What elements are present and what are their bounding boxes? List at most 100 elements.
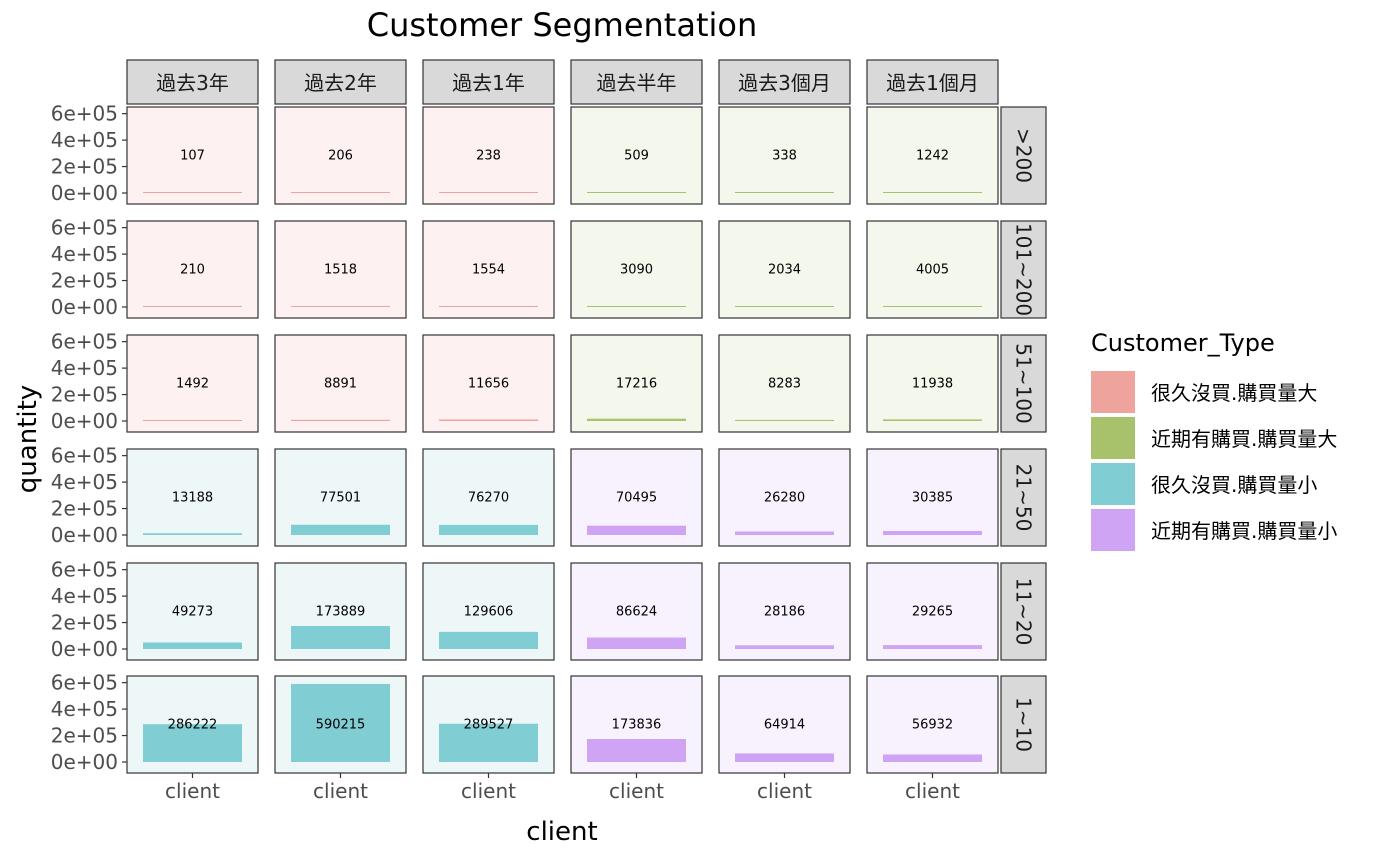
data-label-r3-c1: 1492 xyxy=(176,377,209,392)
y-tick-label-r5-3: 4e+05 xyxy=(51,584,118,608)
data-label-r5-c2: 173889 xyxy=(316,605,366,620)
bar-r1-c6 xyxy=(883,192,982,193)
legend-label-3: 很久沒買.購買量小 xyxy=(1151,473,1317,497)
panel-bg-r3-c6 xyxy=(867,335,998,432)
column-strip-6 xyxy=(866,59,999,105)
panel-bg-r2-c1 xyxy=(127,221,258,318)
data-label-r4-c3: 76270 xyxy=(468,491,509,506)
data-label-r6-c3: 289527 xyxy=(464,718,514,733)
panel-border-r1-c4 xyxy=(570,106,703,205)
y-tick-label-r5-4: 6e+05 xyxy=(51,558,118,582)
column-strip-1 xyxy=(126,59,259,105)
panel-bg-r4-c5 xyxy=(719,449,850,546)
bar-r2-c5 xyxy=(735,306,834,307)
data-label-r4-c1: 13188 xyxy=(172,491,213,506)
panel-bg-r1-c6 xyxy=(867,107,998,204)
column-strip-5 xyxy=(718,59,851,105)
legend-key-2 xyxy=(1091,417,1135,459)
y-tick-label-r4-2: 2e+05 xyxy=(51,497,118,521)
panel-bg-r1-c5 xyxy=(719,107,850,204)
data-label-r2-c4: 3090 xyxy=(620,263,653,278)
y-tick-label-r3-3: 4e+05 xyxy=(51,356,118,380)
panel-border-r3-c4 xyxy=(570,334,703,433)
bar-r3-c4 xyxy=(587,418,686,421)
panel-bg-r2-c2 xyxy=(275,221,406,318)
panel-border-r4-c1 xyxy=(126,448,259,547)
panel-bg-r2-c3 xyxy=(423,221,554,318)
y-tick-label-r6-4: 6e+05 xyxy=(51,671,118,695)
panel-border-r2-c3 xyxy=(422,220,555,319)
x-tick-label-2: client xyxy=(313,779,368,803)
data-label-r2-c5: 2034 xyxy=(768,263,801,278)
bar-r5-c1 xyxy=(143,642,242,649)
y-tick-label-r6-3: 4e+05 xyxy=(51,697,118,721)
row-strip-label-2: 101~200 xyxy=(1012,223,1036,316)
data-label-r4-c4: 70495 xyxy=(616,491,657,506)
data-label-r5-c1: 49273 xyxy=(172,605,213,620)
row-strip-4 xyxy=(1000,448,1047,547)
bar-r2-c4 xyxy=(587,306,686,307)
chart-title: Customer Segmentation xyxy=(367,6,758,44)
row-strip-3 xyxy=(1000,334,1047,433)
y-tick-label-r1-4: 6e+05 xyxy=(51,102,118,126)
bar-r6-c3 xyxy=(439,723,538,762)
legend-label-1: 很久沒買.購買量大 xyxy=(1151,381,1317,405)
bar-r4-c1 xyxy=(143,533,242,535)
panel-border-r1-c6 xyxy=(866,106,999,205)
data-label-r5-c5: 28186 xyxy=(764,605,805,620)
legend-key-4 xyxy=(1091,509,1135,551)
data-label-r6-c4: 173836 xyxy=(612,718,662,733)
bar-r6-c6 xyxy=(883,754,982,762)
column-strip-label-2: 過去2年 xyxy=(304,71,377,95)
panel-bg-r1-c4 xyxy=(571,107,702,204)
data-label-r4-c5: 26280 xyxy=(764,491,805,506)
data-label-r1-c5: 338 xyxy=(772,149,797,164)
panel-border-r3-c6 xyxy=(866,334,999,433)
data-label-r6-c6: 56932 xyxy=(912,718,953,733)
row-strip-label-6: 1~10 xyxy=(1012,697,1036,752)
panel-border-r5-c5 xyxy=(718,562,851,661)
data-label-r4-c6: 30385 xyxy=(912,491,953,506)
bar-r6-c4 xyxy=(587,739,686,762)
panel-border-r5-c2 xyxy=(274,562,407,661)
y-tick-label-r4-1: 0e+00 xyxy=(51,523,118,547)
y-tick-label-r3-1: 0e+00 xyxy=(51,409,118,433)
facet-grid: 過去3年 過去2年 過去1年 過去半年 過去3個月 過去1個月>2000e+002e+05… xyxy=(51,59,1047,803)
y-tick-label-r1-3: 4e+05 xyxy=(51,128,118,152)
data-label-r3-c3: 11656 xyxy=(468,377,509,392)
bar-r5-c3 xyxy=(439,631,538,649)
data-label-r1-c4: 509 xyxy=(624,149,649,164)
y-tick-label-r3-4: 6e+05 xyxy=(51,330,118,354)
bar-r5-c5 xyxy=(735,645,834,649)
data-label-r3-c2: 8891 xyxy=(324,377,357,392)
data-label-r6-c1: 286222 xyxy=(168,718,218,733)
bar-r3-c1 xyxy=(143,420,242,421)
y-tick-label-r4-3: 4e+05 xyxy=(51,470,118,494)
row-strip-6 xyxy=(1000,675,1047,774)
panel-border-r3-c1 xyxy=(126,334,259,433)
bar-r2-c2 xyxy=(291,306,390,307)
y-tick-label-r6-1: 0e+00 xyxy=(51,750,118,774)
panel-bg-r3-c3 xyxy=(423,335,554,432)
panel-bg-r1-c2 xyxy=(275,107,406,204)
panel-border-r1-c5 xyxy=(718,106,851,205)
legend: Customer_Type 很久沒買.購買量大近期有購買.購買量大很久沒買.購買… xyxy=(1091,329,1337,551)
row-strip-1 xyxy=(1000,106,1047,205)
data-label-r3-c4: 17216 xyxy=(616,377,657,392)
x-axis-label: client xyxy=(526,817,597,847)
x-tick-label-1: client xyxy=(165,779,220,803)
panel-border-r3-c3 xyxy=(422,334,555,433)
panel-border-r5-c1 xyxy=(126,562,259,661)
data-label-r1-c2: 206 xyxy=(328,149,353,164)
data-label-r3-c5: 8283 xyxy=(768,377,801,392)
data-label-r5-c3: 129606 xyxy=(464,605,514,620)
legend-label-4: 近期有購買.購買量小 xyxy=(1151,519,1337,543)
bar-r1-c5 xyxy=(735,192,834,193)
y-tick-label-r2-2: 2e+05 xyxy=(51,269,118,293)
y-tick-label-r3-2: 2e+05 xyxy=(51,383,118,407)
column-strip-label-5: 過去3個月 xyxy=(738,71,831,95)
row-strip-2 xyxy=(1000,220,1047,319)
panel-bg-r3-c4 xyxy=(571,335,702,432)
panel-border-r1-c2 xyxy=(274,106,407,205)
